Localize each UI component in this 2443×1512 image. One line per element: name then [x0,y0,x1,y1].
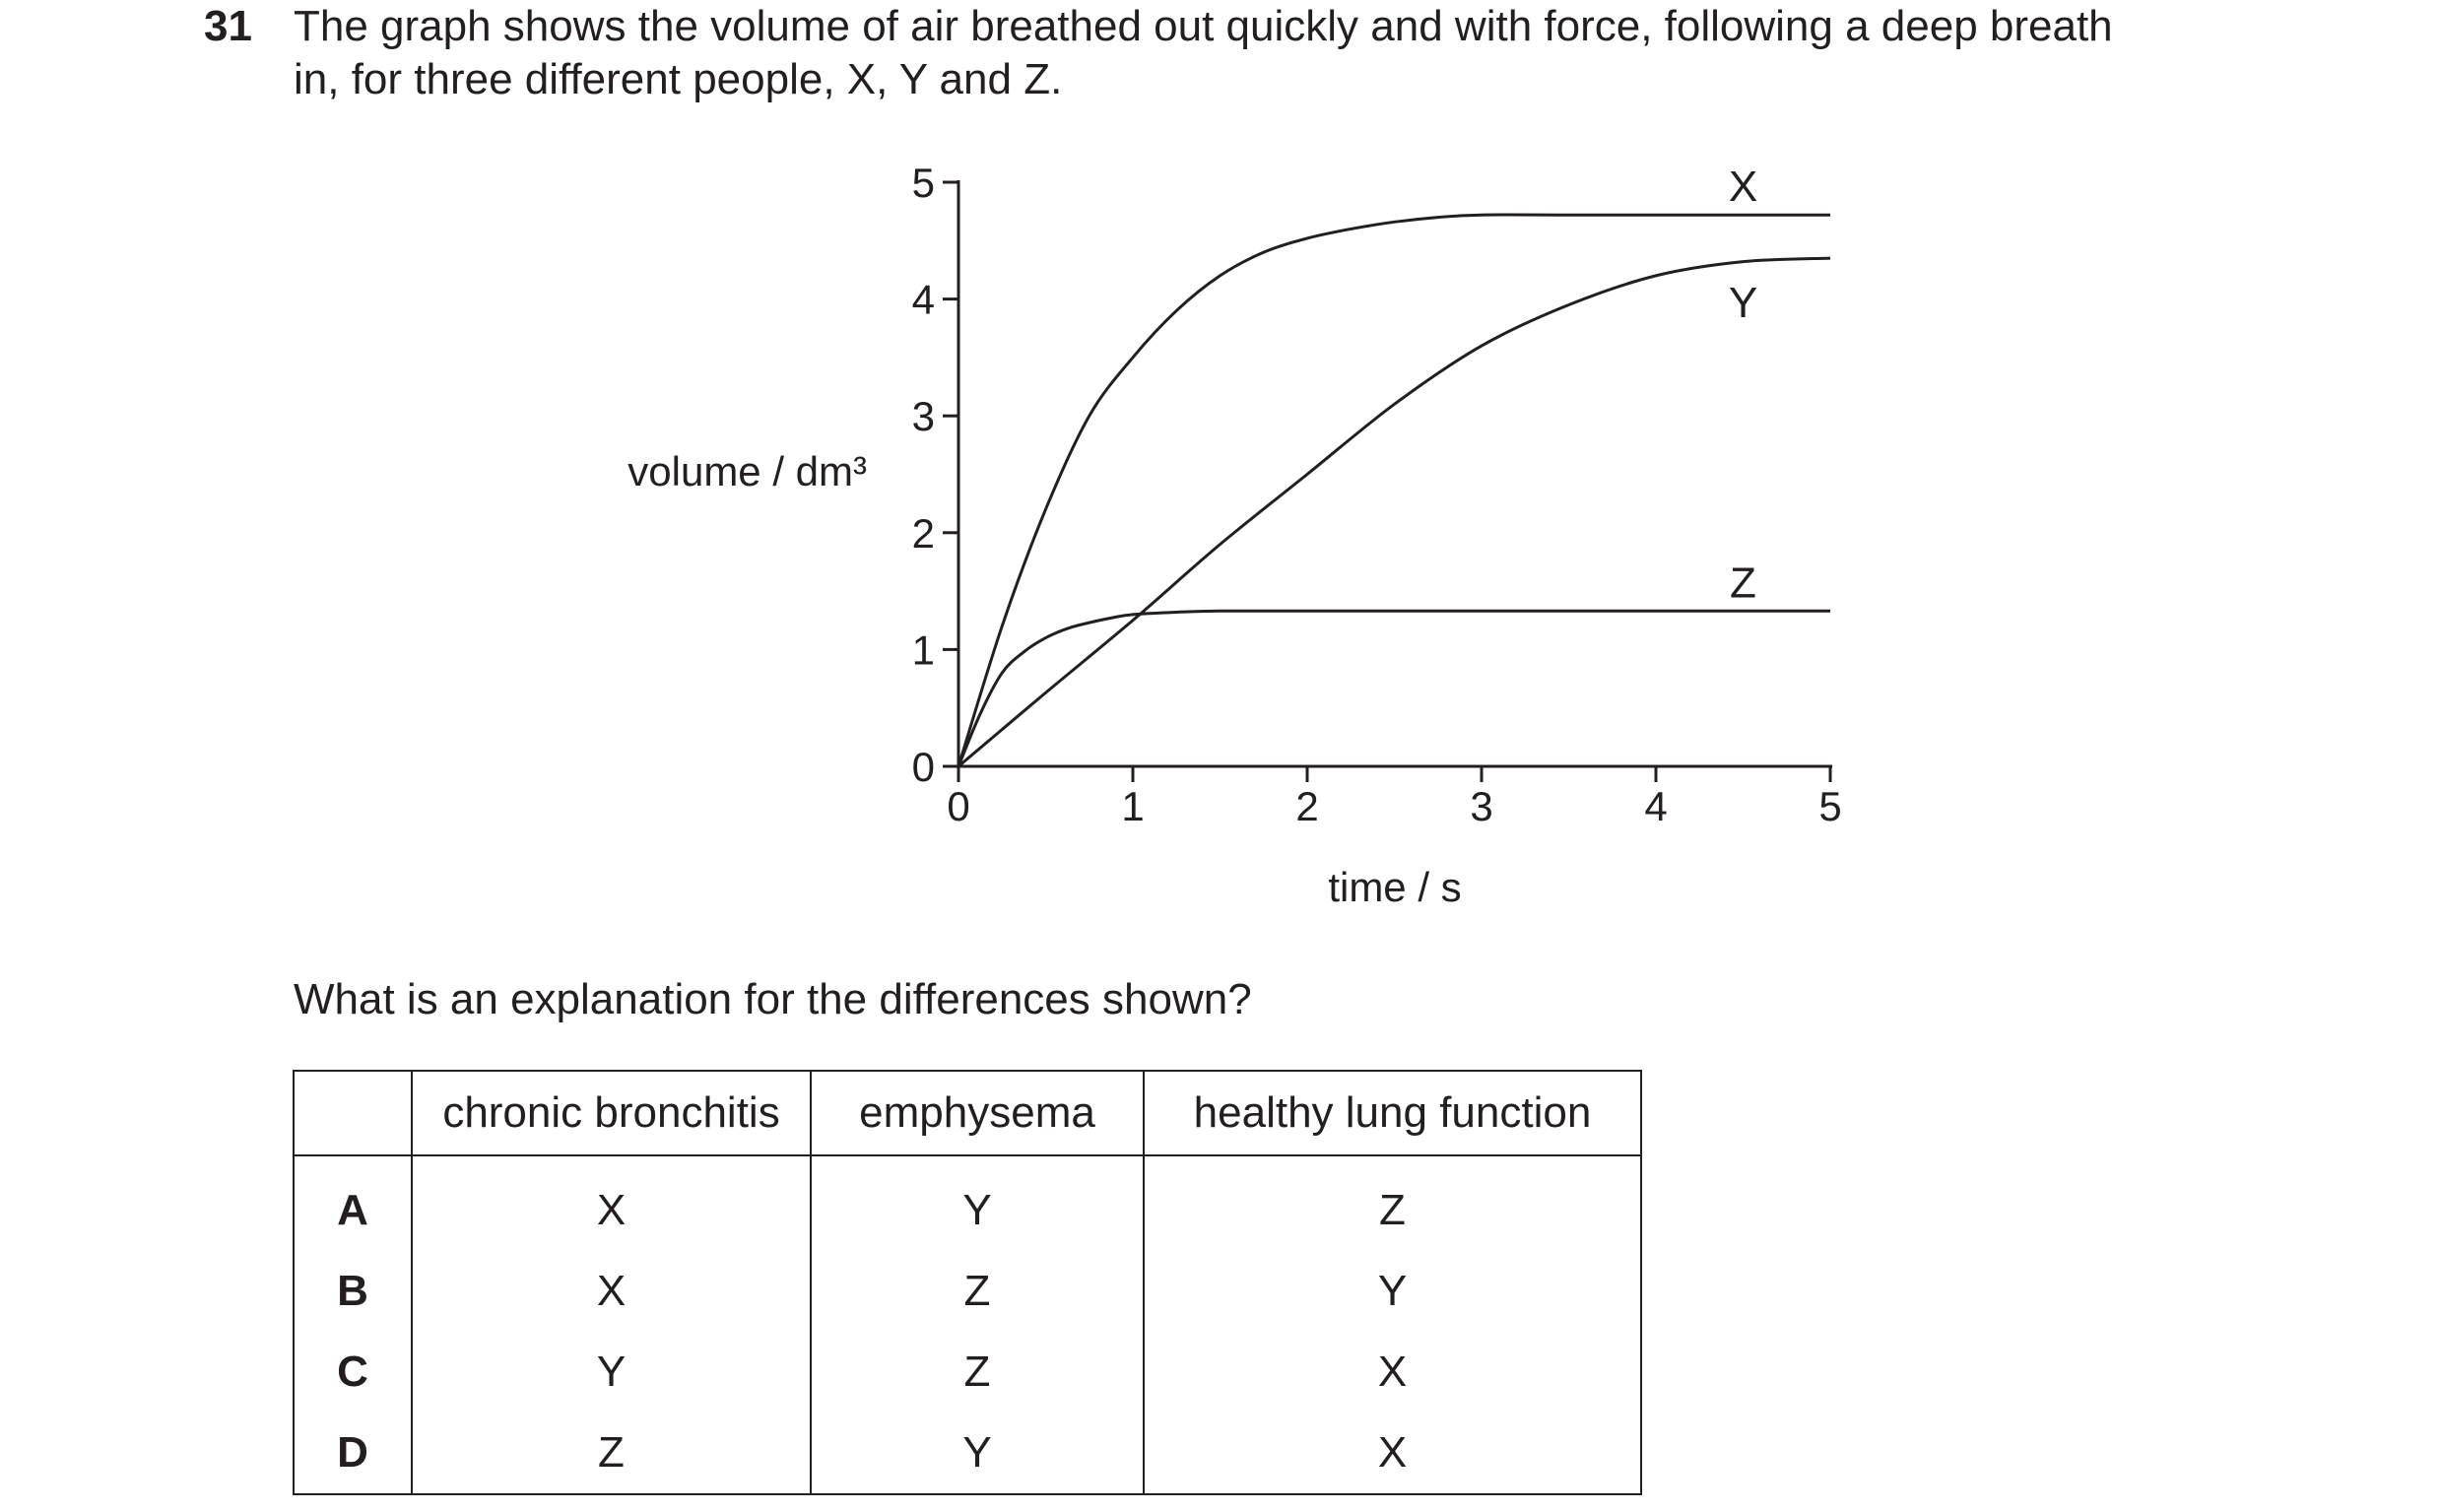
x-tick-label: 0 [947,783,969,829]
y-tick-label: 5 [912,160,935,206]
series-line-z [957,609,1830,767]
series-line-x [957,213,1830,767]
question-prompt: What is an explanation for the differenc… [294,975,1252,1023]
y-tick-label: 2 [912,510,935,557]
table-cell: Y [1143,1251,1642,1332]
table-cell: X [1143,1413,1642,1495]
y-tick-label: 0 [912,744,935,790]
table-cell: Y [810,1413,1145,1495]
option-letter[interactable]: A [293,1155,413,1251]
table-cell: Z [1143,1155,1642,1251]
table-cell: Z [810,1251,1145,1332]
answer-table: chronic bronchitis emphysema healthy lun… [293,1070,1642,1495]
x-tick-label: 1 [1121,783,1144,829]
ticks [943,180,1832,782]
question-stem-line-2: in, for three different people, X, Y and… [294,55,1063,103]
table-cell: X [411,1251,812,1332]
question-number: 31 [204,2,252,50]
question-stem: The graph shows the volume of air breath… [294,0,2264,106]
x-tick-label: 2 [1295,783,1318,829]
table-row[interactable]: C Y Z X [293,1332,1642,1413]
table-header-cell: emphysema [810,1070,1145,1156]
table-header-cell [293,1070,413,1156]
table-cell: Z [810,1332,1145,1413]
option-letter[interactable]: D [293,1413,413,1495]
table-cell: Y [411,1332,812,1413]
question-stem-line-1: The graph shows the volume of air breath… [294,2,2113,50]
option-letter[interactable]: B [293,1251,413,1332]
axes [957,180,1832,768]
curves [957,213,1831,768]
table-cell: Z [411,1413,812,1495]
option-letter[interactable]: C [293,1332,413,1413]
y-axis-label: volume / dm³ [627,448,867,494]
y-tick-label: 4 [912,277,935,323]
x-tick-label: 3 [1470,783,1492,829]
x-tick-label: 4 [1644,783,1667,829]
y-tick-label: 1 [912,626,935,673]
table-header-row: chronic bronchitis emphysema healthy lun… [293,1070,1642,1156]
table-row[interactable]: D Z Y X [293,1413,1642,1495]
x-tick-label: 5 [1818,783,1841,829]
series-line-y [957,256,1831,768]
table-cell: Y [810,1155,1145,1251]
series-label-y: Y [1729,279,1757,327]
table-header-cell: healthy lung function [1143,1070,1642,1156]
series-label-z: Z [1730,559,1756,607]
table-cell: X [1143,1332,1642,1413]
table-row[interactable]: B X Z Y [293,1251,1642,1332]
table-header-cell: chronic bronchitis [411,1070,812,1156]
table-cell: X [411,1155,812,1251]
y-tick-label: 3 [912,393,935,439]
series-label-x: X [1729,163,1757,211]
x-axis-label: time / s [1328,864,1461,910]
table-row[interactable]: A X Y Z [293,1155,1642,1251]
